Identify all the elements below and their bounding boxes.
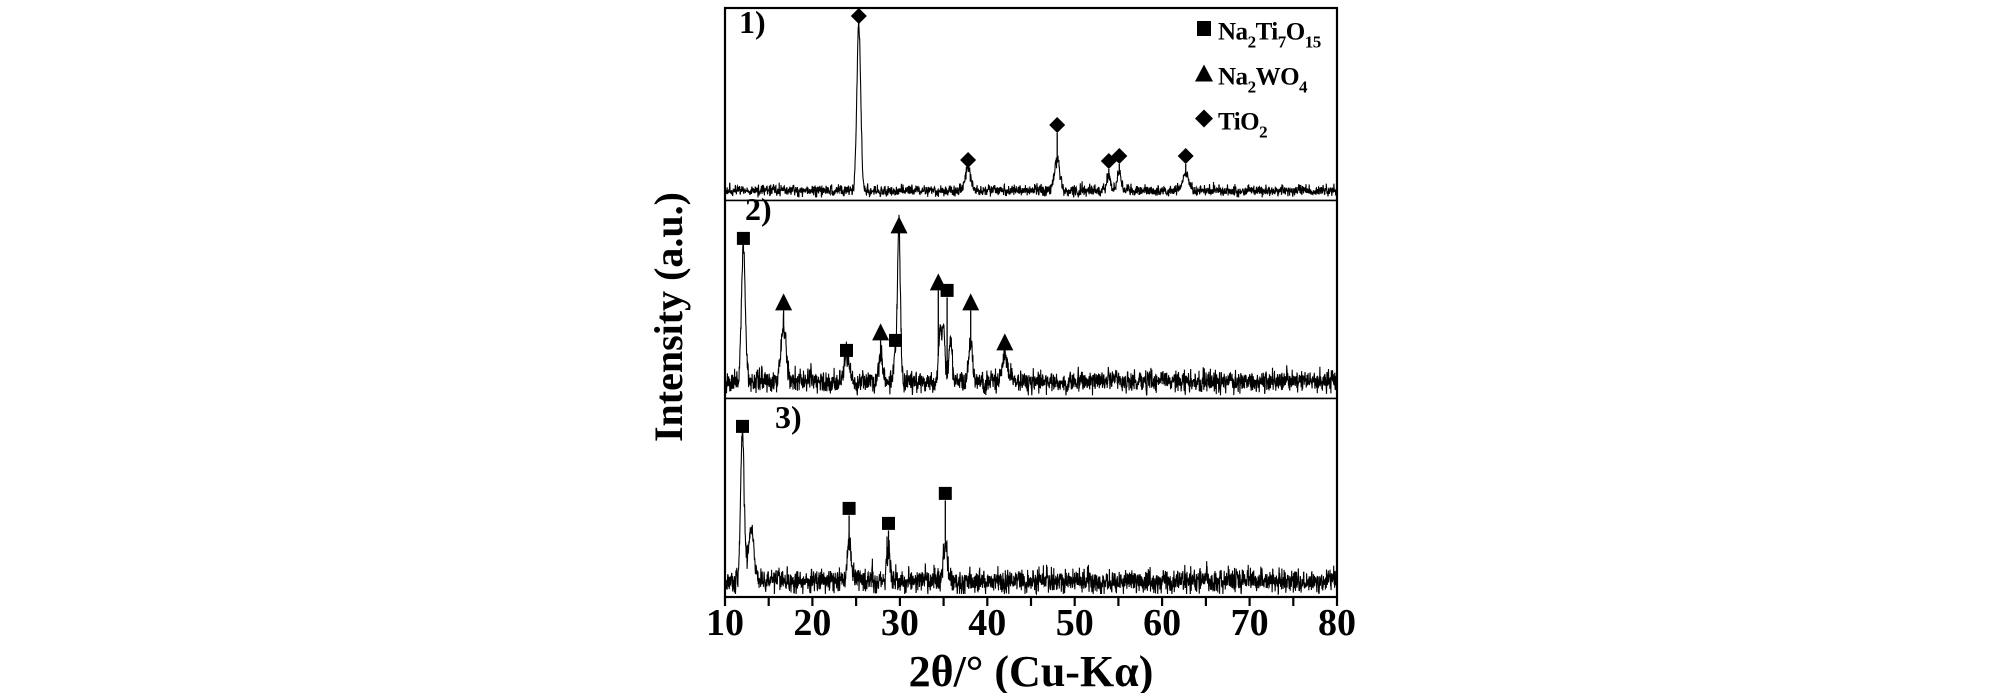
svg-text:2θ/° (Cu-Kα): 2θ/° (Cu-Kα)	[909, 647, 1154, 693]
svg-text:3): 3)	[775, 399, 802, 435]
svg-text:60: 60	[1143, 602, 1181, 644]
svg-text:70: 70	[1231, 602, 1269, 644]
svg-text:50: 50	[1056, 602, 1094, 644]
svg-text:10: 10	[706, 602, 744, 644]
svg-text:40: 40	[968, 602, 1006, 644]
svg-text:80: 80	[1318, 602, 1356, 644]
svg-text:2): 2)	[745, 191, 772, 227]
svg-text:20: 20	[793, 602, 831, 644]
svg-text:30: 30	[881, 602, 919, 644]
svg-text:1): 1)	[739, 4, 766, 40]
svg-text:Intensity (a.u.): Intensity (a.u.)	[646, 192, 691, 442]
